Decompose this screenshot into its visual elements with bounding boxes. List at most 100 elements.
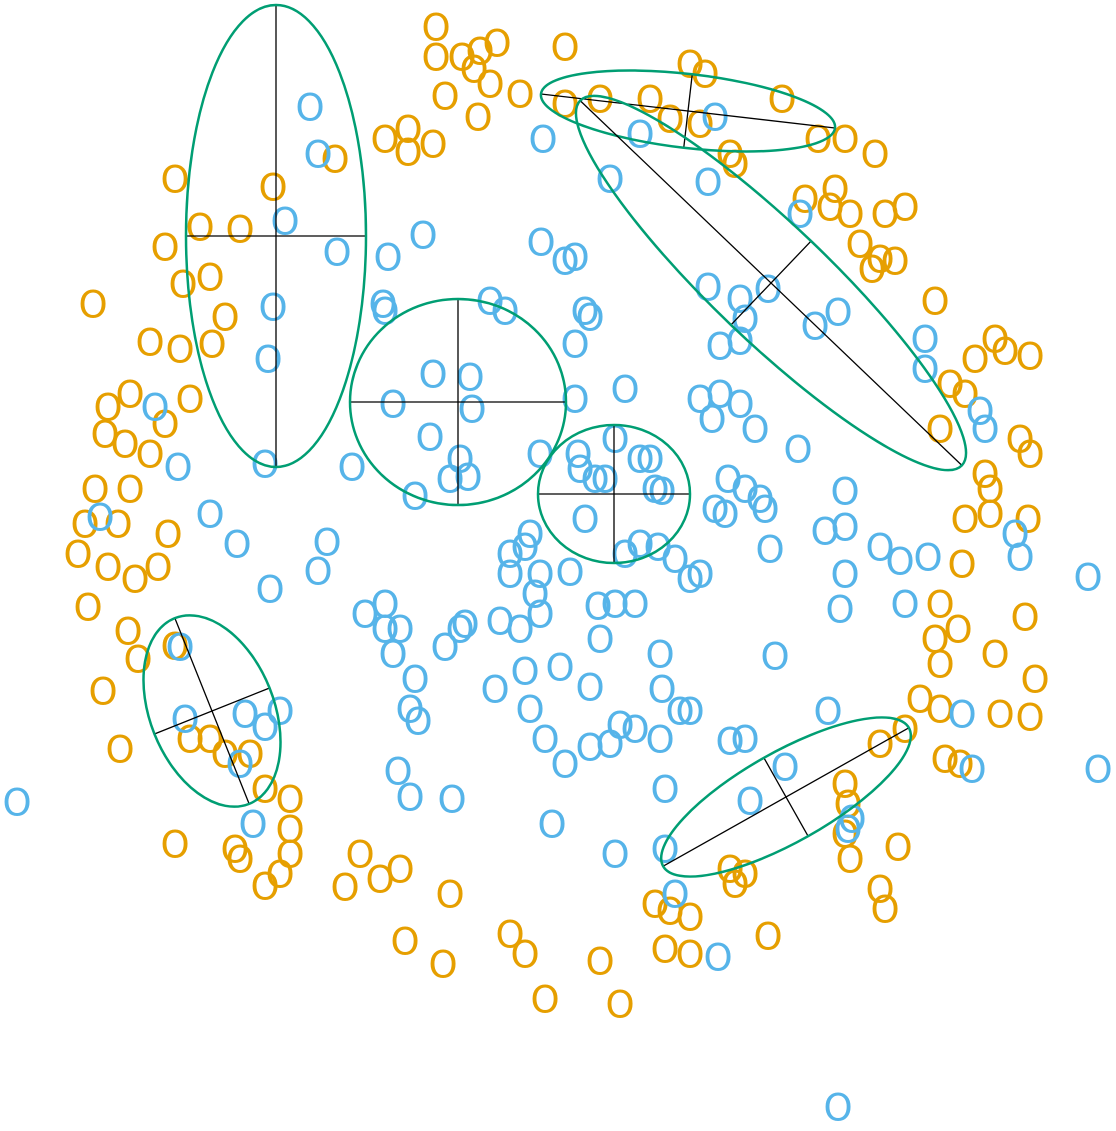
scatter-point: O bbox=[103, 504, 132, 547]
scatter-point: O bbox=[975, 469, 1004, 512]
scatter-point: O bbox=[925, 644, 954, 687]
scatter-point: O bbox=[163, 447, 192, 490]
scatter-point: O bbox=[605, 984, 634, 1027]
scatter-point: O bbox=[1073, 557, 1102, 600]
scatter-point: O bbox=[710, 494, 739, 537]
scatter-point: O bbox=[550, 241, 579, 284]
scatter-point: O bbox=[495, 534, 524, 577]
scatter-point: O bbox=[985, 694, 1014, 737]
scatter-point: O bbox=[865, 869, 894, 912]
scatter-point: O bbox=[575, 297, 604, 340]
scatter-point: O bbox=[770, 747, 799, 790]
scatter-point: O bbox=[830, 764, 859, 807]
scatter-point: O bbox=[250, 707, 279, 750]
scatter-point: O bbox=[1010, 597, 1039, 640]
ellipse-minor-axis bbox=[683, 74, 693, 148]
scatter-point: O bbox=[930, 739, 959, 782]
scatter-point: O bbox=[905, 679, 934, 722]
scatter-point: O bbox=[1015, 434, 1044, 477]
scatter-point: O bbox=[665, 691, 694, 734]
scatter-point: O bbox=[383, 751, 412, 794]
scatter-point: O bbox=[823, 1087, 852, 1130]
scatter-point: O bbox=[865, 527, 894, 570]
scatter-point: O bbox=[421, 37, 450, 80]
scatter-point: O bbox=[563, 434, 592, 477]
scatter-point: O bbox=[990, 331, 1019, 374]
scatter-point: O bbox=[418, 124, 447, 167]
scatter-point: O bbox=[515, 689, 544, 732]
scatter-point: O bbox=[490, 291, 519, 334]
scatter-point: O bbox=[935, 364, 964, 407]
scatter-point: O bbox=[790, 179, 819, 222]
scatter-point: O bbox=[815, 187, 844, 230]
scatter-point: O bbox=[1015, 336, 1044, 379]
scatter-point: O bbox=[150, 404, 179, 447]
scatter-point: O bbox=[1005, 419, 1034, 462]
scatter-point: O bbox=[555, 552, 584, 595]
scatter-point: O bbox=[675, 897, 704, 940]
scatter-point: O bbox=[783, 429, 812, 472]
scatter-point: O bbox=[640, 469, 669, 512]
scatter-point: O bbox=[813, 691, 842, 734]
scatter-point: O bbox=[595, 724, 624, 767]
scatter-point: O bbox=[810, 511, 839, 554]
scatter-point: O bbox=[457, 389, 486, 432]
scatter-point: O bbox=[1020, 659, 1049, 702]
scatter-point: O bbox=[526, 222, 555, 265]
scatter-point: O bbox=[655, 891, 684, 934]
scatter-point: O bbox=[510, 527, 539, 570]
scatter-point: O bbox=[600, 584, 629, 627]
scatter-point: O bbox=[725, 384, 754, 427]
scatter-point: O bbox=[465, 31, 494, 74]
ellipse-minor-axis bbox=[763, 757, 809, 837]
scatter-point: O bbox=[418, 354, 447, 397]
scatter-point: O bbox=[105, 729, 134, 772]
scatter-point: O bbox=[390, 921, 419, 964]
confidence-ellipse bbox=[142, 614, 282, 808]
scatter-point: O bbox=[275, 834, 304, 877]
scatter-point: O bbox=[495, 914, 524, 957]
scatter-point: O bbox=[730, 469, 759, 512]
scatter-point: O bbox=[647, 669, 676, 712]
scatter-point: O bbox=[463, 97, 492, 140]
scatter-point: O bbox=[647, 471, 676, 514]
scatter-point: O bbox=[408, 215, 437, 258]
scatter-point: O bbox=[570, 291, 599, 334]
scatter-point: O bbox=[153, 514, 182, 557]
scatter-point: O bbox=[693, 162, 722, 205]
scatter-point: O bbox=[980, 634, 1009, 677]
scatter-point: O bbox=[520, 574, 549, 617]
scatter-point: O bbox=[635, 439, 664, 482]
scatter-point: O bbox=[415, 417, 444, 460]
scatter-point: O bbox=[620, 709, 649, 752]
scatter-point: O bbox=[428, 944, 457, 987]
scatter-point: O bbox=[545, 647, 574, 690]
scatter-point: O bbox=[303, 551, 332, 594]
scatter-point: O bbox=[230, 694, 259, 737]
scatter-point: O bbox=[943, 609, 972, 652]
scatter-point: O bbox=[312, 522, 341, 565]
scatter-point: O bbox=[753, 916, 782, 959]
scatter-point: O bbox=[525, 554, 554, 597]
scatter-point: O bbox=[950, 374, 979, 417]
scatter-point: O bbox=[537, 804, 566, 847]
scatter-point: O bbox=[947, 544, 976, 587]
scatter-point: O bbox=[258, 287, 287, 330]
scatter-point: O bbox=[258, 167, 287, 210]
scatter-point: O bbox=[643, 527, 672, 570]
scatter-point: O bbox=[450, 604, 479, 647]
scatter-point: O bbox=[735, 781, 764, 824]
scatter-point: O bbox=[705, 326, 734, 369]
scatter-point: O bbox=[93, 387, 122, 430]
scatter-point: O bbox=[725, 279, 754, 322]
scatter-point: O bbox=[510, 934, 539, 977]
scatter-point: O bbox=[800, 306, 829, 349]
scatter-point: O bbox=[160, 824, 189, 867]
scatter-point: O bbox=[650, 769, 679, 812]
scatter-point: O bbox=[78, 284, 107, 327]
scatter-point: O bbox=[1015, 697, 1044, 740]
scatter-point: O bbox=[610, 534, 639, 577]
scatter-point: O bbox=[320, 139, 349, 182]
scatter-point: O bbox=[660, 874, 689, 917]
scatter-point: O bbox=[890, 187, 919, 230]
